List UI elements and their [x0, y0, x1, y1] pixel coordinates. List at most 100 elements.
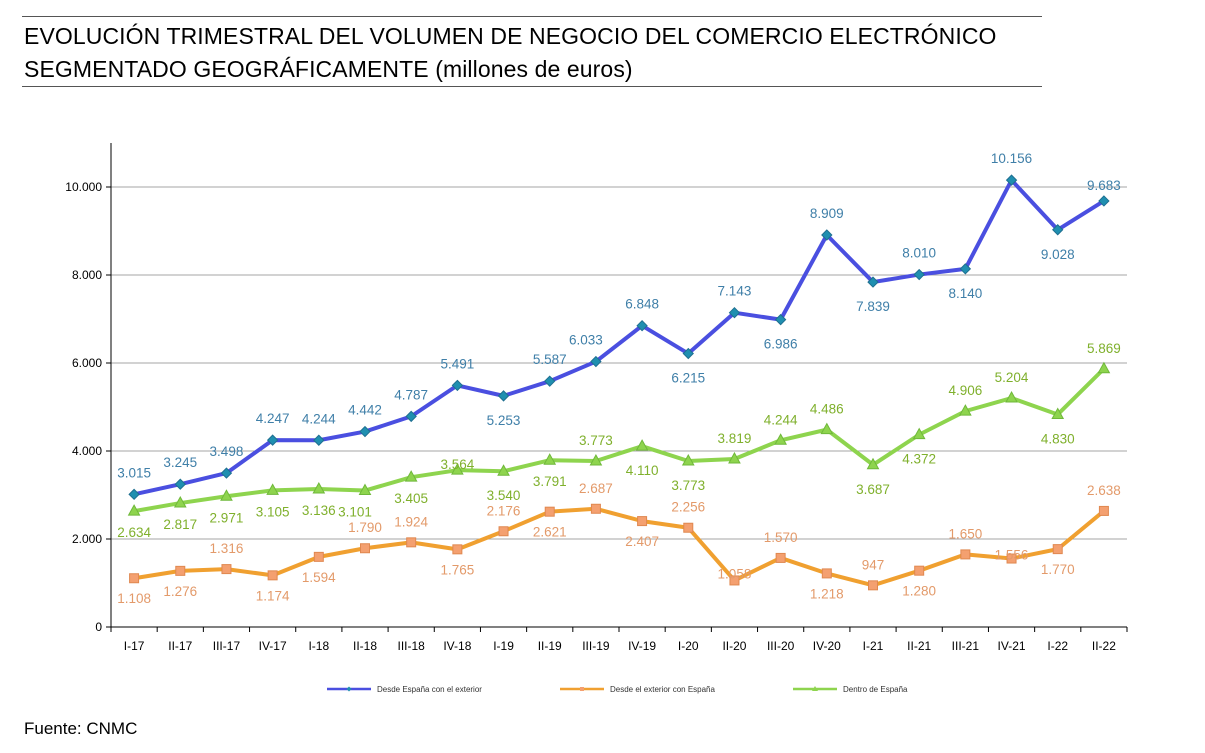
data-point [913, 268, 925, 281]
y-tick-label: 0 [95, 620, 102, 634]
y-tick-label: 4.000 [72, 444, 102, 458]
data-label: 2.176 [487, 503, 521, 518]
data-label: 3.564 [440, 457, 474, 472]
data-point [774, 313, 787, 326]
data-point [313, 434, 325, 446]
y-tick-label: 8.000 [72, 268, 102, 282]
data-label: 2.407 [625, 534, 659, 549]
data-point [820, 422, 834, 435]
data-point [313, 551, 324, 562]
data-label: 1.218 [810, 586, 844, 601]
data-point [404, 470, 418, 482]
data-label: 10.156 [991, 151, 1032, 166]
data-label: 3.245 [163, 455, 197, 470]
data-label: 9.683 [1087, 178, 1121, 193]
data-point [959, 263, 972, 275]
data-point [406, 537, 417, 548]
x-tick-label: IV-20 [813, 639, 841, 653]
x-tick-label: I-22 [1047, 639, 1068, 653]
x-tick-label: III-18 [398, 639, 426, 653]
data-label: 3.773 [671, 478, 705, 493]
chart-title: EVOLUCIÓN TRIMESTRAL DEL VOLUMEN DE NEGO… [24, 20, 1054, 86]
data-label: 5.204 [995, 370, 1029, 385]
data-label: 1.765 [440, 562, 474, 577]
data-point [1097, 361, 1111, 374]
data-label: 4.486 [810, 402, 844, 417]
data-point [1052, 224, 1064, 236]
data-point [729, 575, 740, 586]
data-label: 2.687 [579, 481, 613, 496]
data-point [821, 229, 833, 241]
data-point [1052, 544, 1063, 555]
x-tick-label: II-20 [722, 639, 746, 653]
chart-title-line2: SEGMENTADO GEOGRÁFICAMENTE (millones de … [24, 56, 633, 82]
data-labels-layer: 3.015 3.245 3.498 4.247 4.244 4.442 4.787 5.491… [117, 151, 1121, 606]
data-point [637, 516, 648, 527]
x-tick-label: I-20 [678, 639, 699, 653]
series-line-2 [132, 506, 1106, 588]
data-label: 3.819 [718, 431, 752, 446]
data-point [175, 565, 186, 576]
data-point [775, 552, 786, 563]
data-point [174, 478, 186, 490]
y-tick-label: 2.000 [72, 532, 102, 546]
data-point [221, 564, 232, 575]
data-label: 5.869 [1087, 341, 1121, 356]
data-point [821, 568, 832, 579]
data-point [128, 488, 140, 501]
data-label: 1.058 [718, 566, 752, 581]
data-label: 2.256 [671, 500, 705, 515]
data-label: 3.687 [856, 482, 890, 497]
data-point [1098, 195, 1110, 207]
data-label: 6.033 [569, 333, 603, 348]
data-label: 1.108 [117, 591, 151, 606]
data-label: 4.906 [948, 383, 982, 398]
data-label: 1.770 [1041, 562, 1075, 577]
data-point [127, 504, 141, 516]
data-label: 9.028 [1041, 247, 1075, 262]
data-point [543, 453, 557, 465]
x-tick-label: I-17 [124, 639, 145, 653]
data-point [868, 580, 878, 591]
data-point [1005, 174, 1018, 186]
x-tick-label: II-18 [353, 639, 377, 653]
series-line-1 [132, 178, 1106, 497]
title-top-rule [22, 16, 1042, 17]
x-tick-label: II-17 [168, 639, 192, 653]
data-point [544, 506, 555, 517]
data-label: 5.491 [440, 356, 474, 371]
data-point [266, 434, 279, 446]
data-label: 4.244 [302, 411, 336, 426]
data-label: 2.634 [117, 525, 151, 540]
data-label: 8.909 [810, 206, 844, 221]
data-point [266, 483, 279, 495]
legend-marker [812, 686, 818, 691]
data-label: 3.405 [394, 491, 428, 506]
data-point [498, 526, 509, 537]
data-point [405, 410, 417, 423]
data-point [173, 496, 187, 508]
x-tick-label: I-19 [493, 639, 514, 653]
data-point [590, 355, 602, 368]
data-label: 947 [862, 557, 885, 572]
data-point [497, 390, 510, 402]
x-tick-label: II-19 [538, 639, 562, 653]
data-point [1098, 505, 1109, 516]
data-label: 2.621 [533, 525, 567, 540]
series-line-3 [132, 366, 1106, 514]
data-label: 4.787 [394, 387, 428, 402]
data-label: 1.570 [764, 530, 798, 545]
data-point [451, 379, 464, 392]
data-label: 4.830 [1041, 431, 1075, 446]
chart-title-line1: EVOLUCIÓN TRIMESTRAL DEL VOLUMEN DE NEGO… [24, 23, 997, 49]
data-label: 6.848 [625, 297, 659, 312]
title-bottom-rule [22, 86, 1042, 87]
data-point [358, 483, 372, 496]
legend-label: Dentro de España [843, 685, 908, 694]
data-label: 1.650 [948, 526, 982, 541]
data-label: 6.986 [764, 337, 798, 352]
legend: Desde España con el exterior Desde el ext… [327, 685, 908, 694]
data-label: 1.280 [902, 584, 936, 599]
data-point [912, 427, 926, 440]
